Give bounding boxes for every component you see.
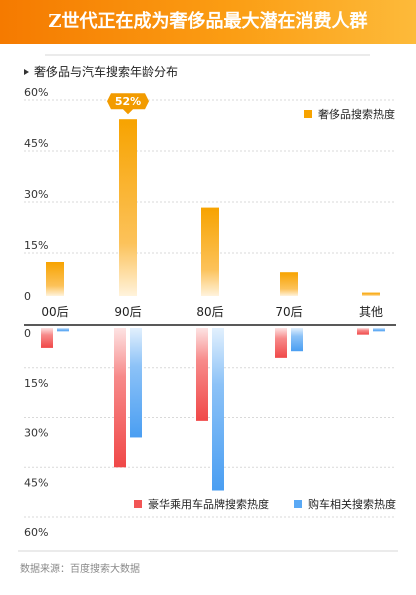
top-y-tick-label: 60% <box>24 86 48 99</box>
legend-swatch-car-purchase <box>294 500 302 508</box>
header-banner: Z世代正在成为奢侈品最大潜在消费人群 <box>0 0 416 44</box>
luxury-bar <box>362 292 380 296</box>
chart-subtitle: 奢侈品与汽车搜索年龄分布 <box>34 64 178 79</box>
category-label: 80后 <box>196 305 223 319</box>
category-label: 70后 <box>275 305 302 319</box>
luxury-bar <box>46 262 64 296</box>
data-source: 数据来源：百度搜索大数据 <box>20 562 140 575</box>
luxury-car-bar <box>41 328 53 348</box>
top-y-tick-label: 30% <box>24 188 48 201</box>
car-purchase-bar <box>291 328 303 352</box>
legend-label-luxury: 奢侈品搜索热度 <box>318 107 395 121</box>
legend-label-luxury-car: 豪华乘用车品牌搜索热度 <box>148 497 269 511</box>
callout-value-label: 52% <box>115 95 141 108</box>
top-y-tick-label: 0 <box>24 290 31 303</box>
subtitle-bullet-icon <box>24 69 29 75</box>
bottom-y-tick-label: 60% <box>24 526 48 539</box>
bottom-y-tick-label: 15% <box>24 377 48 390</box>
car-purchase-bar <box>212 328 224 491</box>
page-title: Z世代正在成为奢侈品最大潜在消费人群 <box>48 11 368 32</box>
bottom-y-tick-label: 0 <box>24 327 31 340</box>
car-purchase-bar <box>57 328 69 332</box>
luxury-car-bar <box>114 328 126 468</box>
car-purchase-bar <box>130 328 142 438</box>
luxury-car-bar <box>275 328 287 358</box>
luxury-bar <box>280 272 298 296</box>
luxury-car-bar <box>196 328 208 421</box>
bottom-y-tick-label: 30% <box>24 427 48 440</box>
luxury-bar <box>119 119 137 296</box>
top-y-tick-label: 15% <box>24 239 48 252</box>
bottom-y-tick-label: 45% <box>24 476 48 489</box>
luxury-car-bar <box>357 328 369 335</box>
car-purchase-bar <box>373 328 385 332</box>
callout-badge <box>107 93 149 115</box>
top-y-tick-label: 45% <box>24 137 48 150</box>
legend-label-car-purchase: 购车相关搜索热度 <box>308 497 396 511</box>
legend-swatch-luxury-car <box>134 500 142 508</box>
category-label: 其他 <box>359 305 383 319</box>
luxury-bar <box>201 207 219 296</box>
category-label: 90后 <box>114 305 141 319</box>
category-label: 00后 <box>41 305 68 319</box>
legend-swatch-luxury <box>304 110 312 118</box>
